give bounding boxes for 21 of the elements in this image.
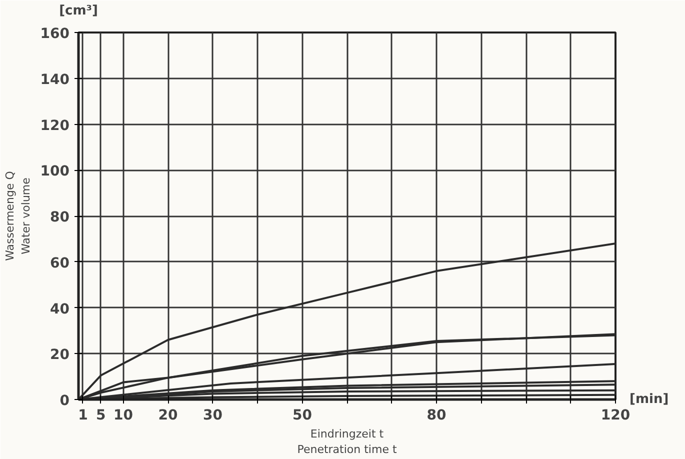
y-tick-label: 160 (40, 26, 70, 42)
x-axis-title: Eindringzeit t Penetration time t (297, 428, 398, 456)
x-tick-label: 10 (114, 408, 134, 424)
y-tick-label: 120 (40, 118, 70, 134)
x-tick-label: 20 (158, 408, 178, 424)
x-tick-label: 1 (78, 408, 88, 424)
y-tick-label: 0 (60, 393, 70, 409)
y-tick-label: 80 (50, 210, 70, 226)
y-tick-label: 60 (50, 255, 70, 272)
y-tick-label: 140 (40, 72, 70, 88)
x-tick-label: 5 (96, 408, 106, 424)
x-tick-label: 50 (292, 408, 312, 424)
x-tick-label: 30 (203, 408, 223, 424)
y-tick-label: 40 (50, 301, 70, 318)
text: [cm³] (59, 4, 98, 18)
y-axis-title: Wassermenge Q Water volume (4, 170, 32, 261)
text: [min] (630, 392, 669, 407)
y-tick-label: 20 (50, 347, 70, 364)
y-tick-label: 100 (40, 164, 70, 180)
x-tick-label: 80 (426, 408, 446, 424)
x-tick-label: 120 (600, 408, 630, 424)
